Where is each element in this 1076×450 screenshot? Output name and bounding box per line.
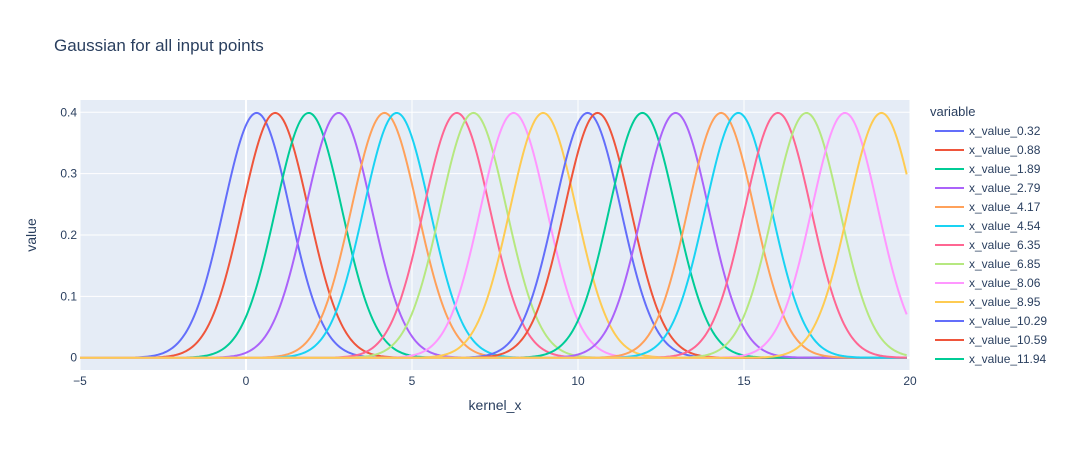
x-tick-label: 0	[243, 374, 250, 388]
x-tick-label: 10	[571, 374, 585, 388]
legend-item[interactable]: x_value_0.32	[969, 124, 1041, 138]
legend-item[interactable]: x_value_8.95	[969, 295, 1041, 309]
legend-item[interactable]: x_value_11.94	[969, 352, 1047, 366]
legend-item[interactable]: x_value_6.85	[969, 257, 1041, 271]
y-tick-label: 0.3	[60, 167, 77, 181]
legend-item[interactable]: x_value_0.88	[969, 143, 1041, 157]
chart-title: Gaussian for all input points	[54, 36, 264, 55]
legend: variable x_value_0.32 x_value_0.88 x_value…	[930, 104, 1047, 366]
legend-item[interactable]: x_value_4.17	[969, 200, 1041, 214]
series-lines	[80, 111, 908, 359]
legend-item[interactable]: x_value_6.35	[969, 238, 1041, 252]
y-tick-label: 0.2	[60, 228, 77, 242]
y-tick-label: 0.4	[60, 105, 77, 119]
y-tick-labels: 0 0.1 0.2 0.3 0.4	[60, 105, 77, 364]
legend-item[interactable]: x_value_1.89	[969, 162, 1041, 176]
legend-item[interactable]: x_value_10.59	[969, 333, 1047, 347]
x-tick-label: 20	[903, 374, 917, 388]
x-axis-title: kernel_x	[469, 397, 522, 413]
legend-title: variable	[930, 104, 976, 119]
legend-item[interactable]: x_value_8.06	[969, 276, 1041, 290]
y-tick-label: 0.1	[60, 289, 77, 303]
x-tick-label: −5	[73, 374, 87, 388]
legend-item[interactable]: x_value_10.29	[969, 314, 1047, 328]
series-line	[80, 111, 908, 359]
legend-item[interactable]: x_value_2.79	[969, 181, 1041, 195]
y-tick-label: 0	[70, 351, 77, 365]
x-tick-label: 15	[737, 374, 751, 388]
y-axis-title: value	[23, 218, 39, 252]
x-tick-labels: −5 0 5 10 15 20	[73, 374, 917, 388]
x-tick-label: 5	[409, 374, 416, 388]
legend-item[interactable]: x_value_4.54	[969, 219, 1041, 233]
